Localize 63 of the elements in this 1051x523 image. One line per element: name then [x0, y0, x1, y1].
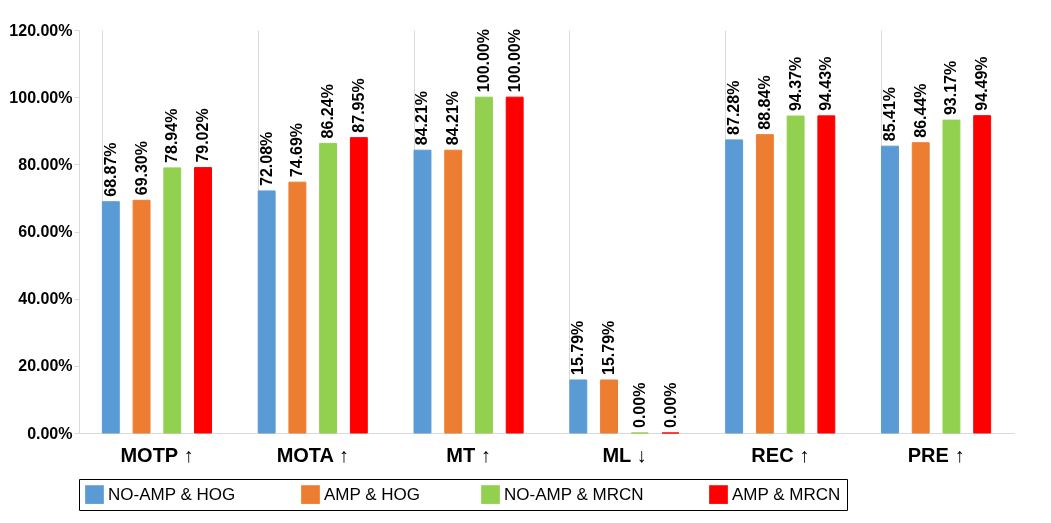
data-label: 88.84% — [755, 75, 773, 130]
data-label: 87.95% — [349, 78, 367, 133]
data-label: 94.37% — [786, 56, 804, 112]
bar — [288, 181, 307, 434]
y-tick-label: 0.00% — [27, 424, 73, 442]
bar — [194, 167, 212, 434]
x-tick-label: MOTP ↑ — [120, 443, 194, 466]
data-label: 84.21% — [444, 90, 462, 146]
data-label: 68.87% — [101, 142, 119, 197]
x-tick-label: REC ↑ — [751, 443, 810, 466]
data-label: 85.41% — [880, 86, 898, 142]
data-label: 87.28% — [725, 80, 743, 135]
legend-label: NO-AMP & MRCN — [504, 484, 644, 504]
bar — [413, 149, 432, 434]
bar — [942, 119, 961, 434]
bar — [349, 137, 368, 434]
legend-label: AMP & MRCN — [732, 484, 841, 504]
x-tick-label: PRE ↑ — [907, 443, 965, 466]
y-tick-label: 100.00% — [9, 88, 73, 106]
data-label: 79.02% — [194, 108, 212, 163]
bar — [725, 139, 744, 434]
bar — [755, 134, 774, 434]
bar — [257, 190, 276, 434]
bar — [444, 149, 463, 434]
data-label: 0.00% — [661, 382, 679, 428]
bar — [319, 142, 338, 434]
data-label: 74.69% — [288, 122, 306, 178]
data-label: 15.79% — [600, 320, 618, 375]
x-tick-label: ML ↓ — [602, 443, 647, 466]
data-label: 94.49% — [973, 56, 991, 111]
bar — [569, 379, 588, 434]
x-tick-label: MOTA ↑ — [276, 443, 349, 466]
bar — [881, 145, 899, 434]
bar — [911, 142, 930, 434]
data-label: 86.24% — [319, 84, 337, 139]
data-label: 69.30% — [132, 141, 150, 196]
bar — [786, 115, 805, 434]
data-label: 93.17% — [942, 60, 960, 116]
data-label: 94.43% — [817, 56, 835, 111]
data-label: 15.79% — [569, 320, 587, 375]
y-tick-label: 20.00% — [18, 357, 73, 375]
data-label: 0.00% — [630, 382, 648, 428]
data-label: 84.21% — [413, 90, 431, 146]
bar — [132, 199, 151, 434]
data-label: 86.44% — [911, 83, 929, 138]
legend-label: NO-AMP & HOG — [108, 484, 236, 504]
y-tick-label: 80.00% — [18, 155, 73, 173]
data-label: 72.08% — [257, 131, 275, 186]
bar — [475, 96, 493, 434]
bar — [163, 167, 182, 434]
x-tick-label: MT ↑ — [446, 443, 491, 466]
bar — [973, 115, 992, 434]
y-tick-label: 40.00% — [18, 290, 73, 308]
data-label: 100.00% — [474, 28, 492, 93]
bar — [817, 115, 836, 434]
y-tick-label: 60.00% — [18, 223, 73, 240]
data-label: 100.00% — [505, 28, 523, 93]
legend-label: AMP & HOG — [324, 484, 421, 504]
data-label: 78.94% — [163, 108, 181, 163]
bar — [505, 96, 524, 434]
y-tick-label: 120.00% — [9, 21, 73, 39]
bar — [600, 379, 618, 434]
bar — [101, 201, 120, 434]
